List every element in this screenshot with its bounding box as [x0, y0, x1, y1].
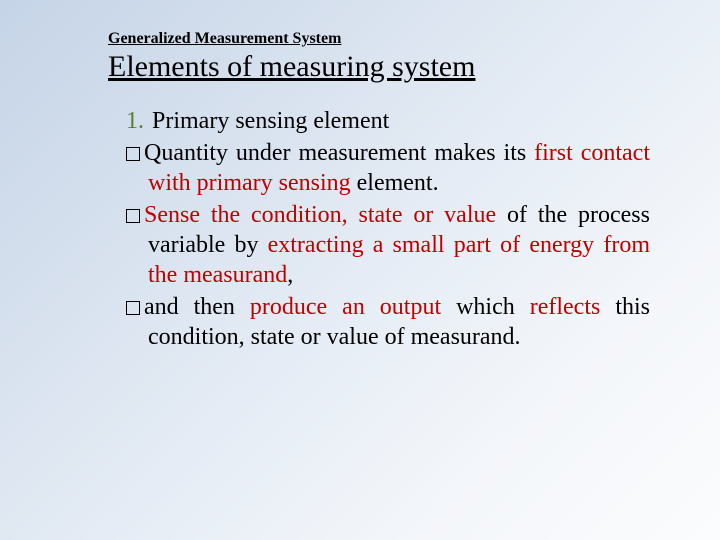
slide-title: Elements of measuring system: [108, 50, 660, 84]
text-segment: produce an output: [250, 294, 456, 320]
text-segment: reflects: [530, 294, 616, 320]
text-segment: and then: [144, 294, 250, 320]
square-bullet-icon: [126, 301, 140, 315]
bullet-item: and then produce an output which reflect…: [126, 292, 650, 352]
text-segment: ,: [287, 262, 293, 288]
numbered-item: 1. Primary sensing element: [126, 106, 650, 136]
square-bullet-icon: [126, 147, 140, 161]
bullet-item: Sense the condition, state or value of t…: [126, 200, 650, 290]
square-bullet-icon: [126, 209, 140, 223]
content-area: 1. Primary sensing element Quantity under…: [108, 106, 660, 352]
supertitle: Generalized Measurement System: [108, 30, 660, 48]
bullet-item: Quantity under measurement makes its fir…: [126, 138, 650, 198]
text-segment: which: [456, 294, 530, 320]
slide: Generalized Measurement System Elements …: [0, 30, 720, 540]
item-number: 1.: [126, 108, 144, 134]
text-segment: element.: [357, 170, 439, 196]
text-segment: Quantity under measurement makes its: [144, 140, 534, 166]
text-segment: Sense the condition, state or value: [144, 202, 507, 228]
bullet-list: Quantity under measurement makes its fir…: [126, 138, 650, 352]
item-heading: Primary sensing element: [152, 108, 389, 134]
